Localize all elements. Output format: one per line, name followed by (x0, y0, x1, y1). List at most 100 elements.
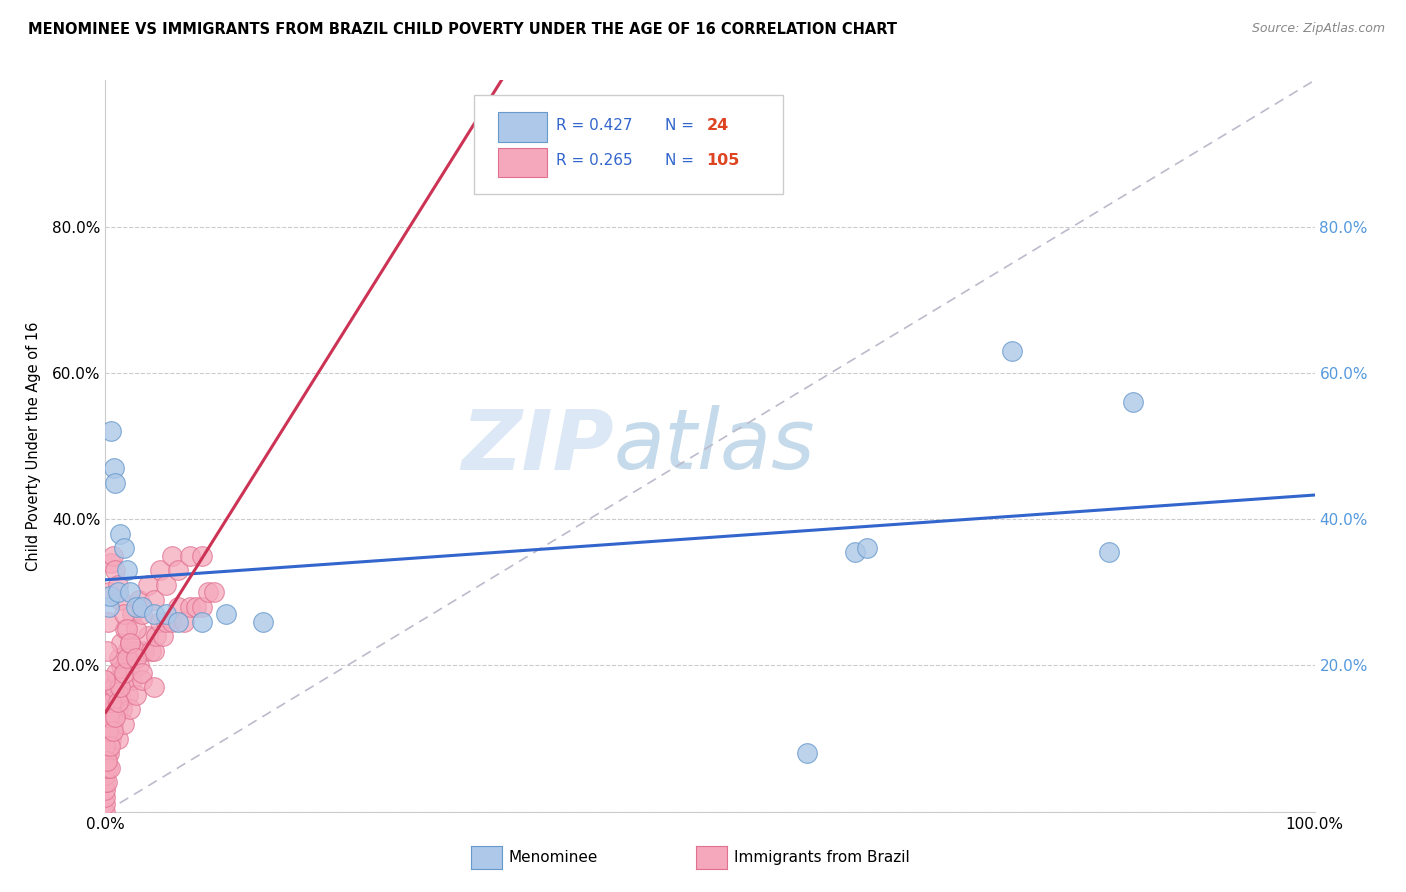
Point (108, 688, 131, 702)
Point (149, 615, 172, 629)
Point (97, 615, 120, 629)
Point (796, 746, 818, 760)
Point (103, 461, 125, 475)
Point (97, 761, 120, 775)
Point (104, 475, 127, 490)
Text: 24: 24 (706, 118, 728, 133)
Point (215, 607, 238, 622)
Text: Source: ZipAtlas.com: Source: ZipAtlas.com (1251, 22, 1385, 36)
Point (107, 651, 129, 665)
Point (94, 761, 117, 775)
Point (112, 665, 135, 680)
Point (1122, 395, 1144, 409)
Point (142, 607, 165, 622)
Point (107, 731, 129, 746)
FancyBboxPatch shape (499, 112, 547, 142)
Point (98, 585, 121, 599)
Point (844, 545, 866, 559)
Point (111, 702, 134, 716)
Point (112, 673, 135, 687)
Point (107, 673, 129, 687)
Point (115, 563, 138, 577)
Point (197, 585, 219, 599)
Point (152, 629, 174, 643)
Point (98, 589, 121, 603)
Point (131, 665, 153, 680)
Point (98, 599, 121, 614)
Text: Immigrants from Brazil: Immigrants from Brazil (734, 850, 910, 864)
Point (115, 622, 138, 636)
Point (107, 578, 129, 592)
Point (160, 615, 183, 629)
Point (98, 709, 121, 723)
Point (134, 644, 156, 658)
Point (136, 629, 159, 643)
Point (191, 599, 214, 614)
Point (118, 636, 141, 650)
Point (100, 731, 122, 746)
Point (107, 702, 129, 716)
Point (94, 775, 117, 789)
Point (104, 563, 127, 577)
Point (94, 702, 117, 716)
Point (173, 615, 195, 629)
Point (149, 563, 172, 577)
Point (114, 622, 136, 636)
Point (131, 599, 153, 614)
Point (114, 658, 136, 673)
Point (100, 425, 122, 439)
Point (103, 702, 125, 716)
Point (104, 709, 127, 723)
Point (112, 717, 135, 731)
Point (108, 681, 131, 695)
Point (124, 622, 148, 636)
Point (160, 549, 183, 563)
Point (96, 644, 118, 658)
Point (115, 651, 138, 665)
Text: MENOMINEE VS IMMIGRANTS FROM BRAZIL CHILD POVERTY UNDER THE AGE OF 16 CORRELATIO: MENOMINEE VS IMMIGRANTS FROM BRAZIL CHIL… (28, 22, 897, 37)
Point (110, 636, 132, 650)
Point (136, 578, 159, 592)
Point (110, 658, 132, 673)
Point (94, 746, 117, 760)
Point (142, 644, 165, 658)
Point (101, 717, 124, 731)
Point (145, 629, 167, 643)
Point (100, 688, 122, 702)
Text: N =: N = (665, 118, 699, 133)
Point (94, 739, 117, 753)
Point (104, 688, 127, 702)
Point (108, 526, 131, 541)
Point (98, 746, 121, 760)
Text: N =: N = (665, 153, 699, 169)
Point (94, 768, 117, 782)
Text: Menominee: Menominee (509, 850, 599, 864)
Point (167, 563, 190, 577)
Point (115, 644, 138, 658)
Point (155, 578, 177, 592)
Point (117, 688, 139, 702)
Point (101, 549, 124, 563)
Point (97, 731, 120, 746)
Point (131, 607, 153, 622)
Point (112, 607, 135, 622)
Point (105, 665, 128, 680)
Point (101, 724, 124, 739)
Y-axis label: Child Poverty Under the Age of 16: Child Poverty Under the Age of 16 (25, 321, 41, 571)
Point (94, 797, 117, 812)
Point (96, 746, 118, 760)
Point (191, 615, 214, 629)
Point (179, 599, 201, 614)
Point (96, 717, 118, 731)
Point (124, 651, 148, 665)
Text: 105: 105 (706, 153, 740, 169)
Point (121, 607, 143, 622)
Point (179, 549, 201, 563)
Point (94, 673, 117, 687)
Point (1098, 545, 1121, 559)
Point (128, 592, 150, 607)
Point (155, 607, 177, 622)
Point (191, 549, 214, 563)
Point (98, 739, 121, 753)
Point (121, 673, 143, 687)
